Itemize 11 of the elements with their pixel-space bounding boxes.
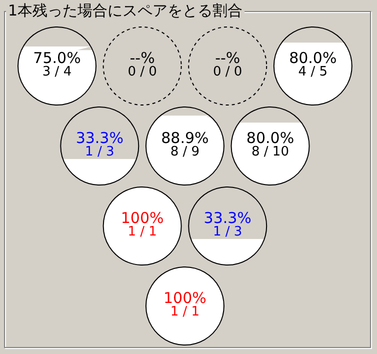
data-label: 88.9% 8 / 9 (161, 129, 209, 160)
data-label: 100% 1 / 1 (120, 209, 164, 240)
data-label: 75.0% 3 / 4 (33, 49, 81, 80)
data-label: 80.0% 4 / 5 (289, 49, 337, 80)
text: 1本残った場合にスペアをとる割合 (8, 2, 243, 20)
data-label: 33.3% 1 / 3 (204, 209, 252, 240)
data-label: --% 0 / 0 (213, 49, 242, 80)
data-label: 80.0% 8 / 10 (246, 129, 294, 160)
data-label: --% 0 / 0 (128, 49, 157, 80)
data-label: 100% 1 / 1 (164, 289, 206, 320)
data-label: 33.3% 1 / 3 (76, 129, 124, 160)
